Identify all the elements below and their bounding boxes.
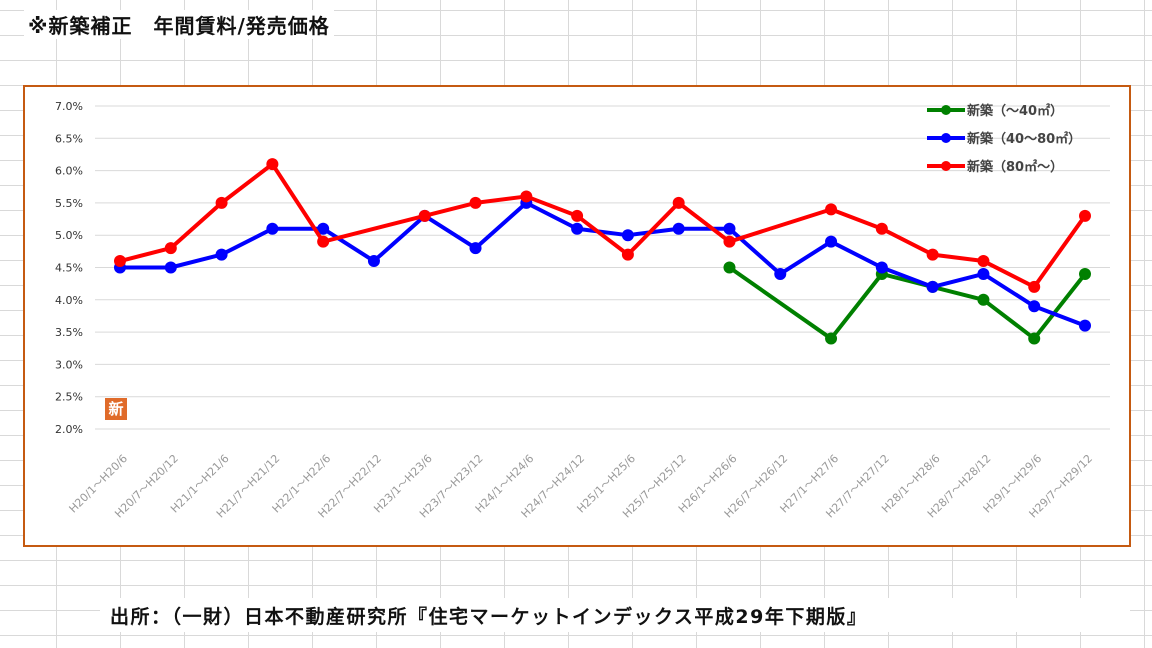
y-tick-label: 2.5% [55, 391, 83, 404]
data-point [723, 235, 736, 248]
page-title: ※新築補正 年間賃料/発売価格 [24, 10, 334, 39]
data-point [215, 196, 228, 209]
data-point [723, 222, 736, 235]
legend-marker [941, 133, 951, 143]
legend-label: 新築（～40㎡） [967, 103, 1063, 119]
legend-label: 新築（80㎡～） [967, 159, 1063, 175]
data-point [1028, 280, 1041, 293]
data-point [977, 293, 990, 306]
y-tick-label: 3.5% [55, 326, 83, 339]
y-tick-label: 5.5% [55, 197, 83, 210]
data-point [266, 158, 279, 171]
data-point [926, 248, 939, 261]
chart-container: 2.0% 2.5% 3.0% 3.5% 4.0% 4.5% 5.0% 5.5% 6.0% 6.5%… [23, 85, 1131, 547]
data-point [825, 235, 838, 248]
data-point [825, 203, 838, 216]
data-point [774, 267, 787, 280]
data-point [1079, 267, 1091, 280]
data-point [469, 196, 482, 209]
line-chart: 2.0% 2.5% 3.0% 3.5% 4.0% 4.5% 5.0% 5.5% 6.0% 6.5%… [55, 100, 1110, 520]
data-point [672, 196, 685, 209]
y-tick-label: 4.0% [55, 294, 83, 307]
data-point [1079, 319, 1091, 332]
data-point [1079, 209, 1091, 222]
y-tick-label: 7.0% [55, 100, 83, 113]
source-footer: 出所：（一財）日本不動産研究所『住宅マーケットインデックス平成29年下期版』 [100, 598, 1130, 632]
data-point [977, 255, 990, 268]
data-point [723, 261, 736, 274]
data-point [571, 222, 584, 235]
data-point [875, 261, 888, 274]
data-point [1028, 332, 1041, 345]
y-tick-label: 2.0% [55, 423, 83, 436]
y-tick-label: 6.5% [55, 132, 83, 145]
data-point [672, 222, 685, 235]
data-point [418, 209, 431, 222]
source-text: 出所：（一財）日本不動産研究所『住宅マーケットインデックス平成29年下期版』 [110, 606, 868, 628]
data-point [1028, 300, 1041, 313]
data-point [164, 261, 177, 274]
data-point [977, 267, 990, 280]
data-point [317, 222, 330, 235]
data-point [469, 242, 482, 255]
legend-label: 新築（40～80㎡） [967, 131, 1081, 147]
data-point [164, 242, 177, 255]
y-tick-label: 6.0% [55, 165, 83, 178]
data-point [621, 248, 634, 261]
data-point [215, 248, 228, 261]
y-tick-label: 4.5% [55, 262, 83, 275]
data-point [875, 222, 888, 235]
data-point [621, 229, 634, 242]
series-line-2 [119, 162, 1087, 289]
data-point [825, 332, 838, 345]
data-point [317, 235, 330, 248]
data-point [926, 280, 939, 293]
y-tick-label: 3.0% [55, 358, 83, 371]
data-point [114, 255, 126, 268]
new-badge-icon: 新 [105, 398, 127, 420]
legend-marker [941, 105, 951, 115]
legend-marker [941, 161, 951, 171]
series-line-1 [120, 200, 1086, 328]
data-point [571, 209, 584, 222]
data-point [520, 190, 533, 203]
data-point [266, 222, 279, 235]
data-point [367, 255, 380, 268]
y-tick-label: 5.0% [55, 229, 83, 242]
